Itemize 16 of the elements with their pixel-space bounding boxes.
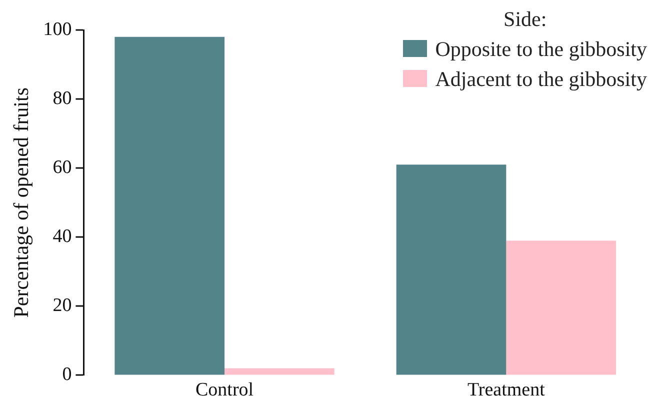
bar — [224, 368, 334, 375]
y-tick-label: 40 — [52, 226, 72, 248]
legend-label: Adjacent to the gibbosity — [434, 66, 647, 93]
bar — [114, 36, 225, 375]
x-tick-label: Treatment — [467, 380, 546, 401]
bar — [396, 164, 506, 375]
y-tick-label: 80 — [52, 88, 72, 110]
y-tick-label: 0 — [62, 364, 72, 386]
y-tick-label: 60 — [52, 157, 72, 178]
y-tick-label: 100 — [43, 18, 72, 40]
x-tick-label: Control — [195, 380, 254, 401]
y-tick-label: 20 — [52, 295, 72, 316]
y-axis-title: Percentage of opened fruits — [9, 87, 34, 318]
legend-title: Side: — [502, 6, 548, 33]
bar — [506, 240, 616, 375]
legend-label: Opposite to the gibbosity — [434, 36, 647, 63]
